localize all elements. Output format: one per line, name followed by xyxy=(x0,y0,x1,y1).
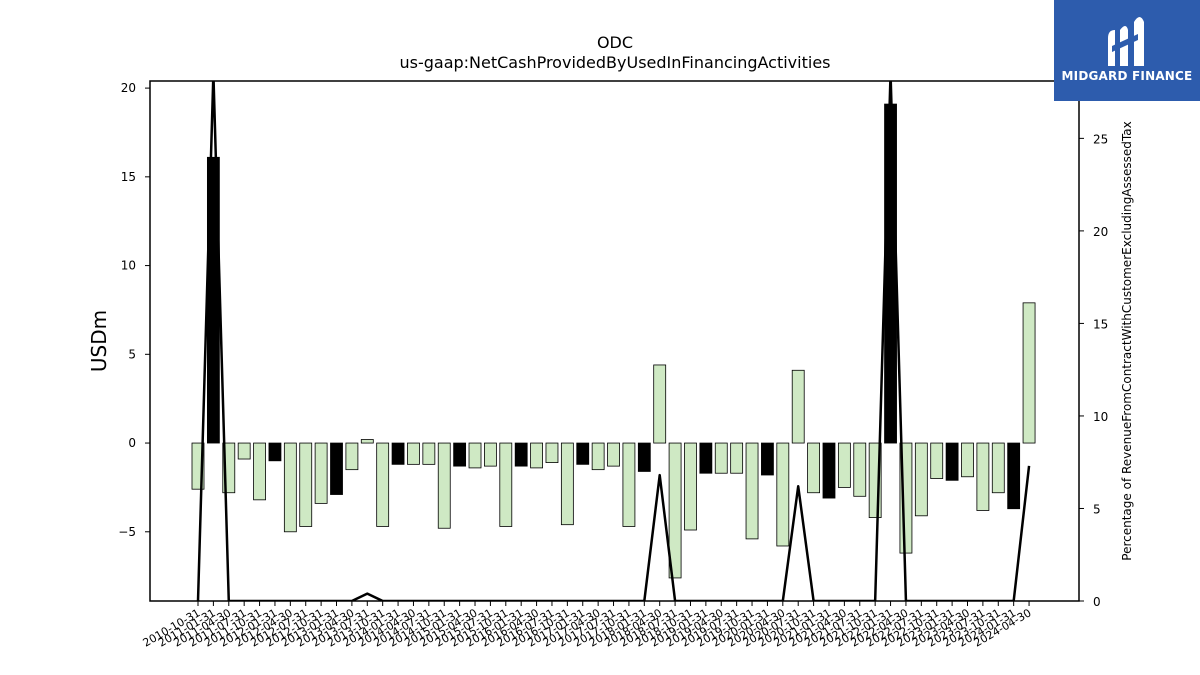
bar-2012-01-31 xyxy=(268,442,282,462)
bar-2014-04-30 xyxy=(407,442,420,465)
bar-2022-01-31 xyxy=(884,103,897,444)
bar-2012-04-30 xyxy=(283,442,297,533)
bar-2017-04-30 xyxy=(591,442,605,471)
bar-2011-10-31 xyxy=(253,442,266,501)
chart-title: ODC xyxy=(597,33,633,52)
bar-2020-07-31 xyxy=(791,369,805,444)
y-tick-label: 0 xyxy=(128,436,136,450)
bar-2018-07-31 xyxy=(668,442,682,579)
bar-2017-01-31 xyxy=(576,442,590,465)
line-series-group xyxy=(196,81,1031,601)
brand-logo: MIDGARD FINANCE xyxy=(1054,0,1200,101)
bar-2018-10-31 xyxy=(684,442,697,531)
bar-2013-04-30 xyxy=(345,442,359,471)
y2-axis-label: Percentage of RevenueFromContractWithCus… xyxy=(1120,121,1134,560)
bar-2018-04-30 xyxy=(653,364,667,444)
chart-subtitle: us-gaap:NetCashProvidedByUsedInFinancing… xyxy=(399,53,830,72)
y-tick-label: 20 xyxy=(121,81,136,95)
bar-2023-07-31 xyxy=(976,442,990,511)
plot-frame xyxy=(149,80,1080,602)
y-tick-label: 15 xyxy=(121,170,136,184)
bar-2019-07-31 xyxy=(730,442,744,474)
y-axis: −5 0 5 10 15 20 xyxy=(118,81,150,539)
bar-2015-01-31 xyxy=(453,442,467,467)
y2-tick-label: 5 xyxy=(1093,502,1101,516)
bar-2018-01-31 xyxy=(637,442,651,472)
bar-2020-10-31 xyxy=(807,442,820,494)
y2-tick-label: 25 xyxy=(1093,132,1108,146)
bar-2020-01-31 xyxy=(761,442,774,476)
bar-2023-01-31 xyxy=(945,442,959,481)
bar-2020-04-30 xyxy=(776,442,790,547)
bar-2015-04-30 xyxy=(468,442,482,469)
bar-2013-07-31 xyxy=(360,439,374,444)
bar-2016-04-30 xyxy=(530,442,543,469)
logo-text: MIDGARD FINANCE xyxy=(1061,69,1193,83)
bar-2017-07-31 xyxy=(607,442,620,467)
y-axis-label: USDm xyxy=(87,310,111,372)
bar-2024-01-31 xyxy=(1007,442,1021,510)
bar-2023-10-31 xyxy=(991,442,1005,494)
bar-2015-10-31 xyxy=(499,442,513,527)
y-tick-label: −5 xyxy=(118,525,136,539)
bar-2017-10-31 xyxy=(622,442,636,527)
bar-2021-01-31 xyxy=(822,442,836,499)
bar-2012-10-31 xyxy=(314,442,328,504)
bar-2019-04-30 xyxy=(714,442,728,474)
bar-2013-10-31 xyxy=(376,442,390,527)
bar-2024-04-30 xyxy=(1022,302,1036,444)
bar-2016-07-31 xyxy=(545,442,559,463)
line-series xyxy=(196,81,1031,601)
y-tick-label: 5 xyxy=(128,347,136,361)
bar-2011-07-31 xyxy=(237,442,251,460)
bar-2019-10-31 xyxy=(745,442,759,540)
y-tick-label: 10 xyxy=(121,259,136,273)
bar-2014-07-31 xyxy=(422,442,436,465)
bar-2013-01-31 xyxy=(330,442,343,495)
bar-2022-10-31 xyxy=(930,442,944,479)
bars-group xyxy=(191,103,1036,579)
bar-2014-10-31 xyxy=(437,442,451,529)
logo-mark-icon xyxy=(1108,17,1144,66)
y2-tick-label: 15 xyxy=(1093,317,1108,331)
bar-2021-07-31 xyxy=(853,442,867,497)
x-axis: 2010-10-312011-01-312011-04-302011-07-31… xyxy=(141,601,1034,650)
y2-tick-label: 10 xyxy=(1093,410,1108,424)
bar-2015-07-31 xyxy=(484,442,497,467)
bar-2023-04-30 xyxy=(961,442,974,478)
bar-2012-07-31 xyxy=(299,442,313,527)
y2-tick-label: 0 xyxy=(1093,595,1101,609)
y2-axis: 0 5 10 15 20 25 xyxy=(1079,132,1108,609)
bar-2019-01-31 xyxy=(699,442,713,474)
bar-2014-01-31 xyxy=(391,442,405,465)
bar-2016-10-31 xyxy=(560,442,574,526)
bar-2021-04-30 xyxy=(837,442,851,488)
bar-2022-07-31 xyxy=(914,442,928,517)
bar-2016-01-31 xyxy=(514,442,528,467)
y2-tick-label: 20 xyxy=(1093,225,1108,239)
